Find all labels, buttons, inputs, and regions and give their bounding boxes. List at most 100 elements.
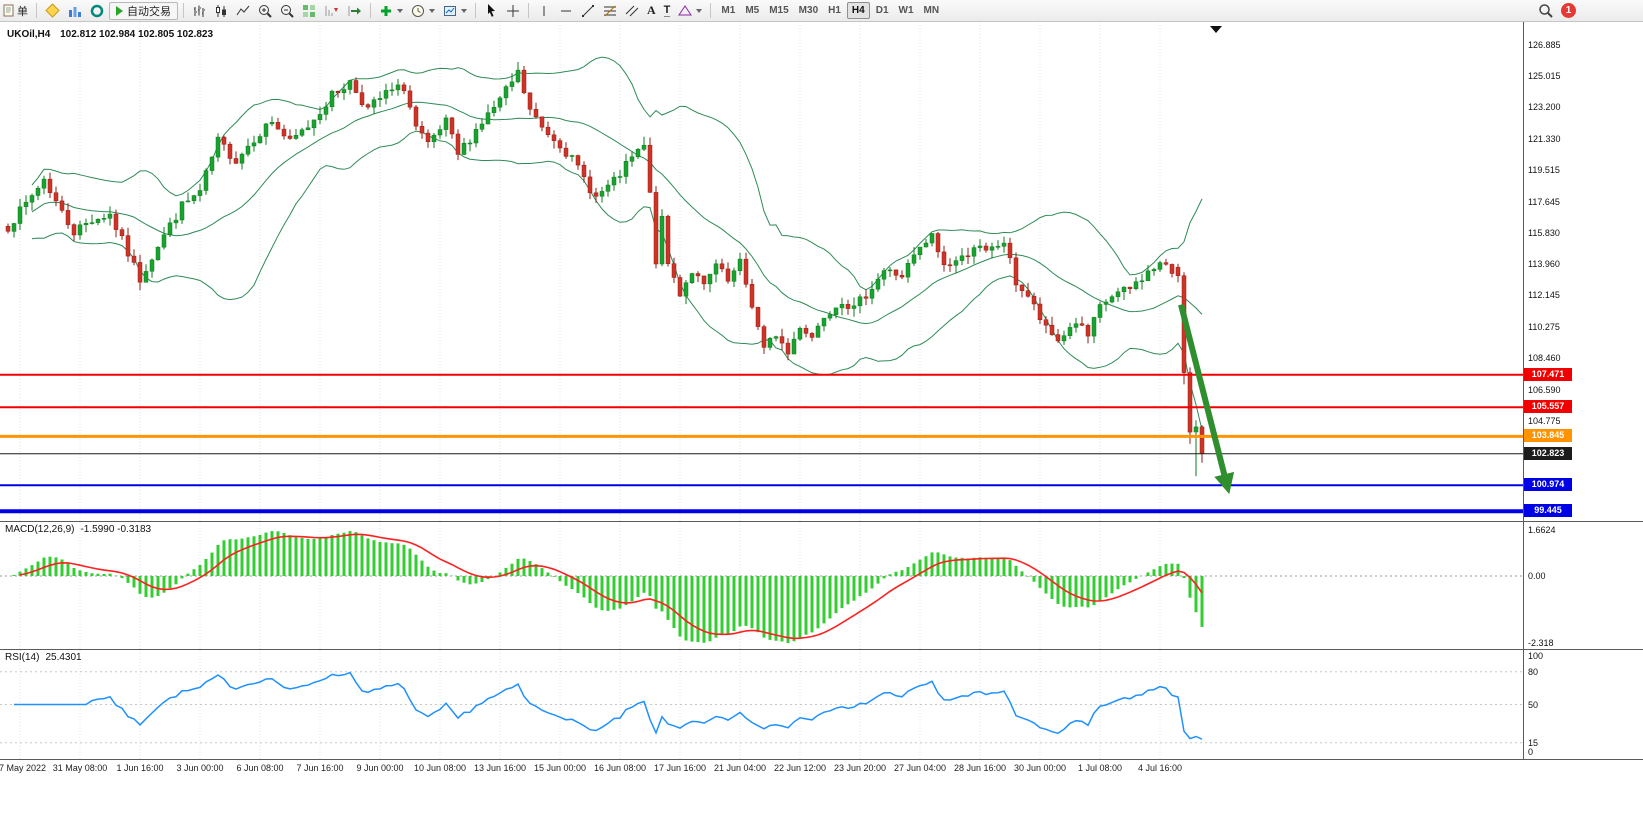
time-axis[interactable]: 27 May 2022 31 May 08:00 1 Jun 16:00 3 Jun … [0,760,1643,814]
rsi-axis-label: 15 [1528,737,1539,748]
tf-button-h1[interactable]: H1 [828,5,841,16]
time-axis-label: 4 Jul 16:00 [1137,763,1183,773]
tf-button-mn[interactable]: MN [923,5,940,16]
label-tool[interactable]: T [661,1,674,21]
horizontal-levels[interactable] [0,373,1523,514]
macd-values: -1.5990 -0.3183 [80,524,152,535]
label-tool-icon: T [663,4,671,17]
tf-button-w1[interactable]: W1 [898,5,914,16]
text-tool[interactable]: A [644,1,659,21]
right-margin-marker-icon[interactable] [1210,26,1222,33]
horizontal-line-tool[interactable] [556,1,576,21]
periods-button[interactable] [408,1,438,21]
tf-button-d1[interactable]: D1 [875,5,889,16]
separator [183,3,184,18]
tf-button-h4[interactable]: H4 [846,2,870,19]
chart-ohlc: 102.812 102.984 102.805 102.823 [60,29,214,40]
main-grid [19,22,1161,521]
macd-signal-line [19,533,1203,640]
trendline-tool[interactable] [578,1,598,21]
cursor-icon [488,4,495,17]
main-chart[interactable] [0,22,1523,521]
templates-button[interactable] [440,1,470,21]
tf-button-m5[interactable]: M5 [745,5,760,16]
rsi-panel[interactable] [0,650,1523,759]
rsi-name: RSI(14) [5,652,40,663]
indicators-button[interactable] [376,1,406,21]
auto-scroll-button[interactable] [321,1,342,21]
crosshair-icon [507,4,519,17]
price-axis[interactable]: 126.885 125.015 123.200 121.330 119.515 117.6… [1524,0,1643,814]
time-axis-label: 21 Jun 04:00 [713,763,767,773]
vertical-line-icon [543,5,545,16]
tf-button-m15[interactable]: M15 [769,5,789,16]
line-chart-icon [236,5,250,15]
auto-scroll-icon [325,5,338,16]
rsi-axis-label: 100 [1528,651,1544,661]
macd-panel[interactable] [0,522,1523,649]
time-axis-label: 30 Jun 00:00 [1013,763,1067,773]
price-axis-label: 108.460 [1528,352,1561,363]
separator [528,3,529,18]
bar-chart-mode-button[interactable] [189,1,209,21]
panel-divider[interactable] [0,649,1643,650]
panel-divider[interactable] [0,521,1643,522]
autotrading-button[interactable]: 自动交易 [109,1,178,20]
tile-windows-button[interactable] [299,1,319,21]
fibonacci-tool[interactable] [600,1,620,21]
search-button[interactable] [1535,1,1556,21]
tf-button-m1[interactable]: M1 [721,5,736,16]
zoom-in-button[interactable] [255,1,275,21]
time-axis-label: 22 Jun 12:00 [773,763,827,773]
autotrading-label: 自动交易 [127,5,171,18]
chart-shift-button[interactable] [344,1,365,21]
channel-tool[interactable] [622,1,642,21]
separator [370,3,371,18]
notifications-button[interactable]: 1 [1558,1,1579,21]
macd-label: MACD(12,26,9) -1.5990 -0.3183 [5,524,151,535]
clock-icon [412,4,424,17]
shapes-icon [678,5,693,16]
rsi-label: RSI(14) 25.4301 [5,652,82,663]
tile-windows-icon [303,4,315,17]
quotes-icon [69,6,81,17]
tf-button-m30[interactable]: M30 [798,5,819,16]
price-tag: 100.974 [1524,478,1572,491]
template-chart-icon [444,5,456,16]
zoom-out-button[interactable] [277,1,297,21]
time-axis-label: 27 Jun 04:00 [893,763,947,773]
chevron-down-icon [461,8,467,13]
rsi-axis-label: 0 [1528,747,1534,757]
community-button[interactable] [87,1,107,21]
time-axis-label: 1 Jul 08:00 [1077,763,1123,773]
market-watch-button[interactable] [65,1,85,21]
time-axis-label: 31 May 08:00 [52,763,108,773]
time-axis-label: 10 Jun 08:00 [413,763,467,773]
separator [710,3,712,18]
new-order-diamond-icon [45,3,60,18]
price-tag: 102.823 [1524,447,1572,460]
crosshair-tool-button[interactable] [503,1,523,21]
price-axis-label: 110.275 [1528,322,1560,333]
candlestick-mode-button[interactable] [211,1,231,21]
line-chart-mode-button[interactable] [233,1,253,21]
time-axis-label: 3 Jun 00:00 [176,763,224,773]
time-axis-label: 13 Jun 16:00 [473,763,527,773]
chart-shift-icon [348,5,361,16]
time-axis-label: 6 Jun 08:00 [236,763,284,773]
price-axis-label: 112.145 [1528,290,1560,301]
panel-divider [0,759,1643,760]
ohlc-bars-icon [194,5,205,17]
time-axis-label: 28 Jun 16:00 [953,763,1007,773]
price-axis-label: 125.015 [1528,71,1561,82]
zoom-out-icon [281,4,294,18]
shapes-button[interactable] [675,1,705,21]
orders-button[interactable]: 单 [0,1,31,21]
down-arrow-annotation[interactable] [1178,303,1235,495]
vertical-line-tool[interactable] [534,1,554,21]
macd-histogram [12,531,1204,643]
community-icon [90,4,104,17]
price-axis-border [1523,22,1524,760]
new-order-button[interactable] [42,1,63,21]
cursor-tool-button[interactable] [481,1,501,21]
